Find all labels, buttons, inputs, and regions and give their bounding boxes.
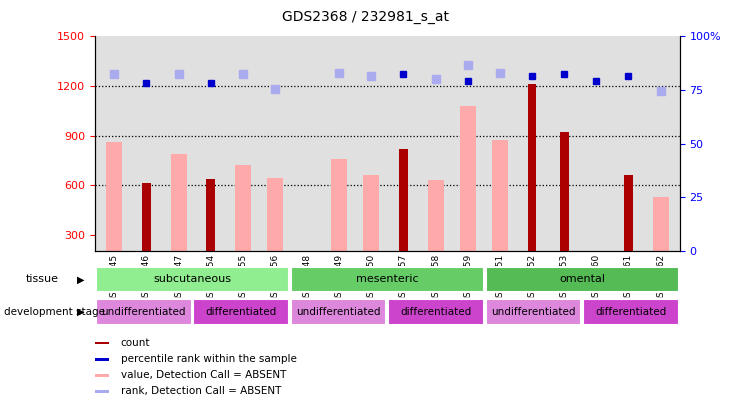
Text: ▶: ▶ (77, 275, 84, 284)
Bar (363, 175, 379, 251)
Text: development stage: development stage (4, 307, 105, 317)
Bar (291, 299, 387, 325)
Bar (486, 299, 581, 325)
Text: tissue: tissue (26, 275, 58, 284)
Text: undifferentiated: undifferentiated (491, 307, 576, 317)
Bar (194, 299, 289, 325)
Bar (583, 299, 679, 325)
Bar (142, 183, 151, 251)
Bar (388, 299, 484, 325)
Text: percentile rank within the sample: percentile rank within the sample (121, 354, 297, 364)
Bar (96, 266, 289, 292)
Text: count: count (121, 338, 151, 348)
Bar (492, 141, 508, 251)
Bar (653, 196, 669, 251)
Bar (428, 180, 444, 251)
Text: rank, Detection Call = ABSENT: rank, Detection Call = ABSENT (121, 386, 281, 396)
Bar (460, 106, 476, 251)
Bar (95, 358, 109, 360)
Text: value, Detection Call = ABSENT: value, Detection Call = ABSENT (121, 370, 286, 380)
Bar (331, 159, 347, 251)
Text: mesenteric: mesenteric (356, 275, 419, 284)
Bar (486, 266, 679, 292)
Text: omental: omental (559, 275, 605, 284)
Bar (528, 84, 537, 251)
Bar (624, 175, 633, 251)
Text: undifferentiated: undifferentiated (102, 307, 186, 317)
Text: differentiated: differentiated (596, 307, 667, 317)
Text: undifferentiated: undifferentiated (297, 307, 381, 317)
Bar (235, 165, 251, 251)
Bar (170, 153, 186, 251)
Bar (96, 299, 192, 325)
Text: differentiated: differentiated (401, 307, 471, 317)
Bar (560, 132, 569, 251)
Bar (106, 142, 122, 251)
Bar (399, 149, 408, 251)
Bar (95, 390, 109, 392)
Bar (267, 179, 283, 251)
Bar (95, 341, 109, 345)
Text: GDS2368 / 232981_s_at: GDS2368 / 232981_s_at (282, 10, 449, 24)
Bar (206, 179, 215, 251)
Text: subcutaneous: subcutaneous (154, 275, 232, 284)
Bar (95, 374, 109, 377)
Text: differentiated: differentiated (205, 307, 277, 317)
Bar (291, 266, 484, 292)
Text: ▶: ▶ (77, 307, 84, 317)
